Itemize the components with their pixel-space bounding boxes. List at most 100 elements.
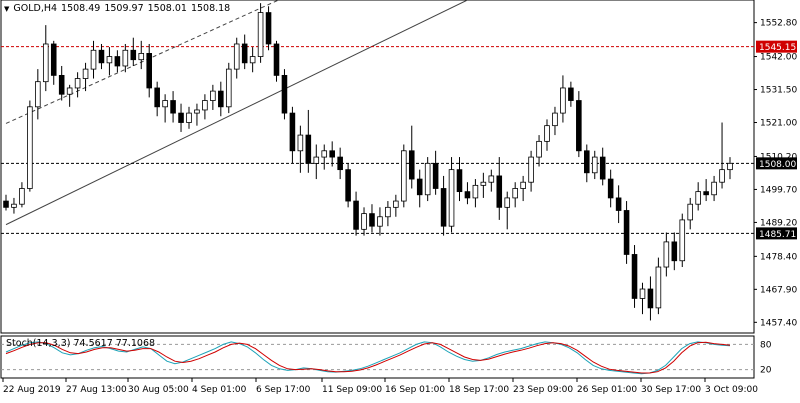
candle-body (58, 74, 65, 95)
candle-body (480, 181, 487, 186)
candle-body (233, 43, 240, 70)
stochastic-panel (1, 341, 754, 375)
level-label-box-1485.71 (756, 227, 797, 240)
price-tick-label: 1467.90 (760, 285, 797, 295)
time-tick-label: 23 Sep 09:00 (513, 385, 573, 395)
candle-body (218, 90, 224, 108)
time-tick-label: 30 Aug 05:00 (128, 385, 189, 395)
ohlc-open: 1508.49 (61, 3, 101, 14)
candle-body (504, 197, 511, 208)
candle-body (241, 43, 248, 64)
candle-body (663, 241, 670, 268)
candle-body (719, 169, 725, 183)
candle-body (647, 288, 654, 309)
price-tick-label: 1457.40 (760, 318, 797, 328)
candle-body (520, 181, 526, 189)
candle-body (576, 100, 582, 152)
candle-body (599, 156, 606, 180)
candle-body (607, 178, 614, 199)
candle-body (703, 191, 709, 196)
time-tick-label: 16 Sep 01:00 (385, 385, 445, 395)
level-label-1508.00: 1508.00 (759, 160, 796, 170)
candle-body (512, 188, 518, 199)
candle-body (35, 81, 41, 108)
time-tick-label: 18 Sep 17:00 (449, 385, 509, 395)
candle-body (385, 206, 391, 218)
candle-body (464, 191, 471, 199)
level-label-1485.71: 1485.71 (759, 230, 796, 240)
stochastic-line-2 (5, 341, 731, 374)
candle-body (297, 134, 304, 152)
candle-body (202, 100, 208, 111)
candle-body (3, 200, 9, 208)
candle-body (249, 56, 256, 64)
candle-body (265, 12, 272, 45)
candle-body (432, 162, 439, 189)
candle-body (19, 188, 25, 205)
candle-body (496, 175, 503, 208)
candle-body (687, 203, 694, 221)
candle-body (337, 156, 343, 171)
candle-body (416, 178, 423, 196)
candle-body (66, 87, 73, 95)
candle-body (186, 112, 192, 123)
candle-body (122, 49, 129, 67)
ohlc-high: 1509.97 (104, 3, 144, 14)
price-tick-label: 1552.80 (760, 19, 797, 29)
candle-body (170, 100, 176, 114)
candle-body (456, 169, 463, 193)
candle-body (194, 109, 200, 114)
time-tick-label: 22 Aug 2019 (3, 385, 61, 395)
candle-body (679, 219, 686, 262)
candle-body (138, 53, 145, 61)
candle-body (369, 213, 375, 227)
candlestick-series (3, 3, 733, 321)
ohlc-low: 1508.01 (147, 3, 187, 14)
candle-body (50, 43, 57, 76)
collapse-triangle-icon[interactable]: ▼ (4, 4, 10, 13)
chart-frame (0, 0, 755, 379)
time-tick-label: 26 Sep 01:00 (577, 385, 637, 395)
level-label-box-1545.15 (756, 40, 797, 53)
candle-body (146, 53, 152, 89)
candle-body (552, 112, 558, 127)
horizontal-levels[interactable] (1, 46, 754, 234)
candle-body (623, 210, 630, 255)
candle-body (711, 181, 717, 196)
candle-body (114, 56, 121, 67)
candle-body (178, 112, 184, 123)
time-tick-label: 11 Sep 09:00 (322, 385, 382, 395)
candle-body (727, 162, 733, 171)
candle-body (42, 43, 49, 83)
candle-body (655, 266, 662, 309)
candle-body (162, 100, 168, 108)
price-tick-label: 1489.20 (760, 218, 797, 228)
price-axis[interactable]: 1552.801542.001531.501521.001510.201499.… (754, 19, 797, 329)
candle-body (631, 254, 638, 299)
stochastic-pane-border (0, 335, 755, 379)
level-label-1545.15: 1545.15 (759, 43, 796, 53)
candle-body (401, 150, 407, 202)
candle-body (345, 169, 351, 202)
trendline-group[interactable] (5, 0, 468, 226)
stoch-tick-label: 20 (760, 366, 772, 376)
candle-body (440, 188, 447, 227)
candle-body (544, 125, 550, 142)
candle-body (154, 87, 160, 108)
stochastic-axis: 80 20 (760, 340, 772, 375)
candle-body (329, 150, 335, 158)
candle-body (130, 49, 137, 61)
symbol-timeframe: GOLD,H4 (13, 3, 58, 14)
time-tick-label: 6 Sep 17:00 (256, 385, 311, 395)
candle-body (305, 134, 312, 164)
stochastic-indicator-label: Stoch(14,3,3) 74.5617 77.1068 (6, 338, 156, 349)
candle-body (273, 43, 280, 76)
candle-body (639, 288, 646, 299)
time-axis[interactable]: 22 Aug 2019 27 Aug 13:00 30 Aug 05:00 4 Sep… (2, 378, 758, 395)
candle-body (321, 150, 328, 158)
candle-body (424, 162, 431, 196)
candle-body (106, 56, 113, 64)
stochastic-line-1 (5, 341, 731, 375)
